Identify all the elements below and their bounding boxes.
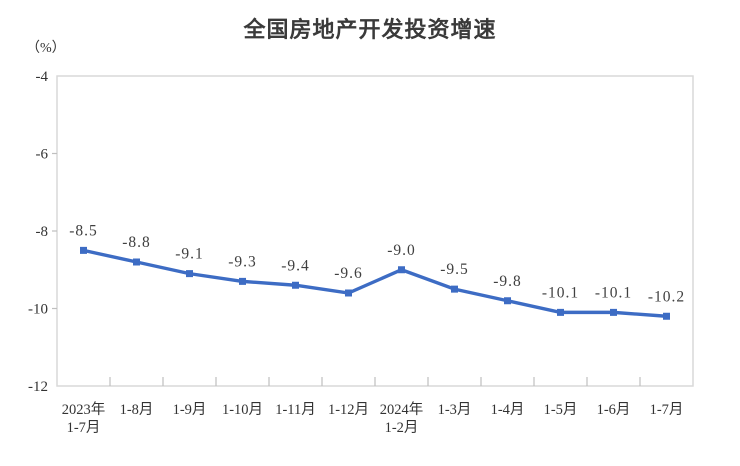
data-label: -9.1 bbox=[175, 246, 204, 263]
x-axis-tick-label: 1-9月 bbox=[173, 402, 207, 418]
x-axis-tick-label: 1-5月 bbox=[544, 402, 578, 418]
x-axis-tick-label: 1-11月 bbox=[275, 402, 316, 418]
data-label: -10.2 bbox=[648, 288, 685, 305]
plot-border bbox=[56, 75, 694, 387]
x-axis-tick-label: 1-7月 bbox=[650, 402, 684, 418]
data-label: -10.1 bbox=[595, 284, 632, 301]
data-point-marker bbox=[133, 258, 140, 266]
data-label: -10.1 bbox=[542, 284, 579, 301]
x-axis-tick-label: 2024年 bbox=[380, 401, 424, 418]
x-axis-tick-label: 1-7月 bbox=[67, 420, 101, 436]
data-point-marker bbox=[292, 281, 299, 289]
data-point-marker bbox=[398, 266, 405, 274]
data-point-marker bbox=[504, 297, 511, 305]
y-axis-tick-label: -12 bbox=[28, 379, 48, 395]
data-point-marker bbox=[345, 289, 352, 297]
y-axis-tick-label: -6 bbox=[36, 147, 49, 163]
data-point-marker bbox=[557, 308, 564, 316]
x-axis-tick-label: 1-4月 bbox=[491, 402, 525, 418]
x-axis-tick-label: 1-8月 bbox=[120, 402, 154, 418]
chart-title: 全国房地产开发投资增速 bbox=[243, 17, 497, 42]
x-axis-tick-label: 1-3月 bbox=[438, 402, 472, 418]
data-label: -9.3 bbox=[228, 253, 257, 270]
y-axis-tick-label: -8 bbox=[36, 224, 49, 240]
y-axis-tick-label: -4 bbox=[36, 69, 49, 85]
x-axis-tick-label: 1-2月 bbox=[385, 420, 419, 436]
data-label: -9.5 bbox=[440, 261, 469, 278]
y-axis-unit-label: （%） bbox=[26, 41, 66, 56]
data-label: -8.5 bbox=[69, 222, 98, 239]
data-label: -9.0 bbox=[387, 242, 416, 259]
data-point-marker bbox=[451, 285, 458, 293]
data-point-marker bbox=[186, 270, 193, 278]
data-label: -9.8 bbox=[493, 273, 522, 290]
data-point-marker bbox=[663, 312, 670, 320]
data-label: -9.6 bbox=[334, 265, 363, 282]
x-axis-tick-label: 2023年 bbox=[62, 401, 106, 418]
series-line bbox=[83, 248, 667, 318]
x-axis-tick-label: 1-10月 bbox=[222, 402, 263, 418]
data-point-marker bbox=[239, 277, 246, 285]
data-label: -9.4 bbox=[281, 257, 310, 274]
x-axis-tick-label: 1-6月 bbox=[597, 402, 631, 418]
data-label: -8.8 bbox=[122, 234, 151, 251]
data-point-marker bbox=[80, 246, 87, 254]
x-axis-tick-label: 1-12月 bbox=[328, 402, 369, 418]
data-point-marker bbox=[610, 308, 617, 316]
y-axis-tick-label: -10 bbox=[28, 302, 48, 318]
